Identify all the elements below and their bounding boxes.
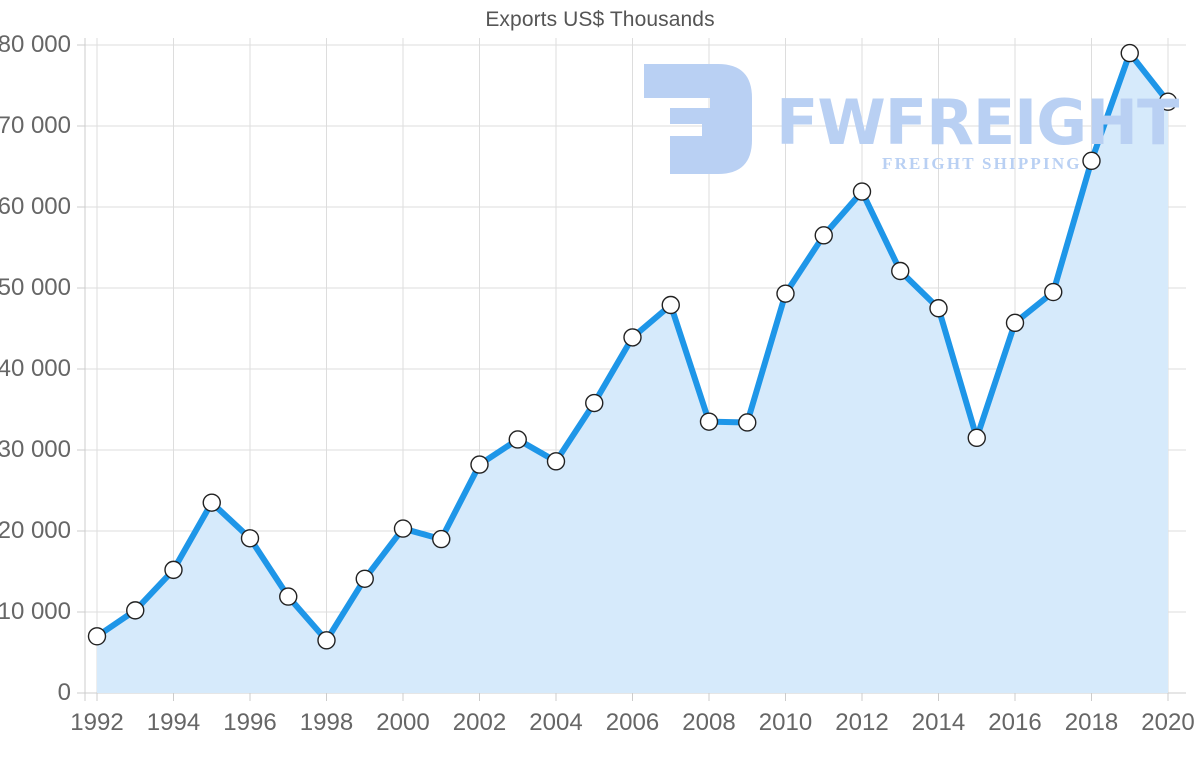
- data-point-marker[interactable]: [508, 430, 527, 449]
- x-axis-tick-label: 2020: [1141, 709, 1195, 736]
- y-axis-tick-label: 80 000: [0, 31, 71, 58]
- data-point-marker[interactable]: [1120, 43, 1139, 63]
- data-point-marker[interactable]: [393, 519, 413, 538]
- y-axis-tick-label: 50 000: [0, 274, 71, 301]
- data-markers: [87, 43, 1178, 650]
- y-axis-tick-label: 60 000: [0, 193, 71, 220]
- x-axis-tick-label: 1998: [299, 709, 354, 736]
- data-point-marker[interactable]: [164, 560, 183, 580]
- x-axis-tick-label: 2006: [605, 709, 660, 736]
- data-point-marker[interactable]: [738, 413, 757, 432]
- x-axis-tick-label: 2016: [988, 709, 1042, 736]
- data-point-marker[interactable]: [432, 529, 451, 549]
- data-point-marker[interactable]: [355, 569, 374, 588]
- data-point-marker[interactable]: [1158, 92, 1178, 111]
- data-point-marker[interactable]: [317, 631, 336, 650]
- data-point-marker[interactable]: [623, 328, 642, 347]
- x-axis-tick-label: 2014: [911, 709, 966, 736]
- x-axis-tick-label: 2008: [682, 709, 736, 736]
- data-point-marker[interactable]: [929, 299, 948, 318]
- y-axis-tick-label: 10 000: [0, 598, 71, 625]
- x-axis-tick-label: 2012: [835, 709, 889, 736]
- data-point-marker[interactable]: [814, 226, 833, 245]
- data-point-marker[interactable]: [87, 627, 107, 646]
- data-point-marker[interactable]: [585, 393, 604, 413]
- data-point-marker[interactable]: [1082, 151, 1101, 171]
- data-point-marker[interactable]: [891, 261, 910, 281]
- data-point-marker[interactable]: [126, 601, 145, 620]
- y-axis-tick-label: 30 000: [0, 436, 71, 463]
- area-fill: [97, 53, 1168, 694]
- data-point-marker[interactable]: [852, 182, 872, 201]
- data-point-marker[interactable]: [240, 529, 260, 548]
- data-point-marker[interactable]: [1005, 313, 1025, 333]
- x-axis-tick-label: 1992: [70, 709, 124, 736]
- x-axis-tick-label: 2000: [376, 709, 430, 736]
- x-axis-tick-label: 1994: [146, 709, 201, 736]
- data-point-marker[interactable]: [967, 428, 986, 448]
- x-axis-tick-label: 2002: [452, 709, 507, 736]
- data-point-marker[interactable]: [546, 452, 566, 471]
- y-axis-tick-label: 40 000: [0, 355, 71, 382]
- data-point-marker[interactable]: [1044, 282, 1063, 302]
- x-axis-tick-label: 2004: [529, 709, 583, 736]
- area-fill-path: [97, 53, 1168, 694]
- data-point-marker[interactable]: [699, 412, 719, 431]
- y-axis-tick-label: 20 000: [0, 517, 71, 544]
- data-point-marker[interactable]: [776, 284, 795, 303]
- data-point-marker[interactable]: [202, 493, 221, 512]
- chart-title: Exports US$ Thousands: [485, 8, 715, 31]
- data-point-marker[interactable]: [279, 587, 298, 606]
- y-axis-tick-label: 70 000: [0, 112, 71, 139]
- data-point-marker[interactable]: [661, 295, 680, 315]
- x-axis-tick-label: 1996: [223, 709, 277, 736]
- data-point-marker[interactable]: [470, 455, 489, 474]
- x-axis-tick-label: 2010: [758, 709, 813, 736]
- y-axis-tick-label: 0: [57, 679, 71, 706]
- x-axis-tick-label: 2018: [1064, 709, 1119, 736]
